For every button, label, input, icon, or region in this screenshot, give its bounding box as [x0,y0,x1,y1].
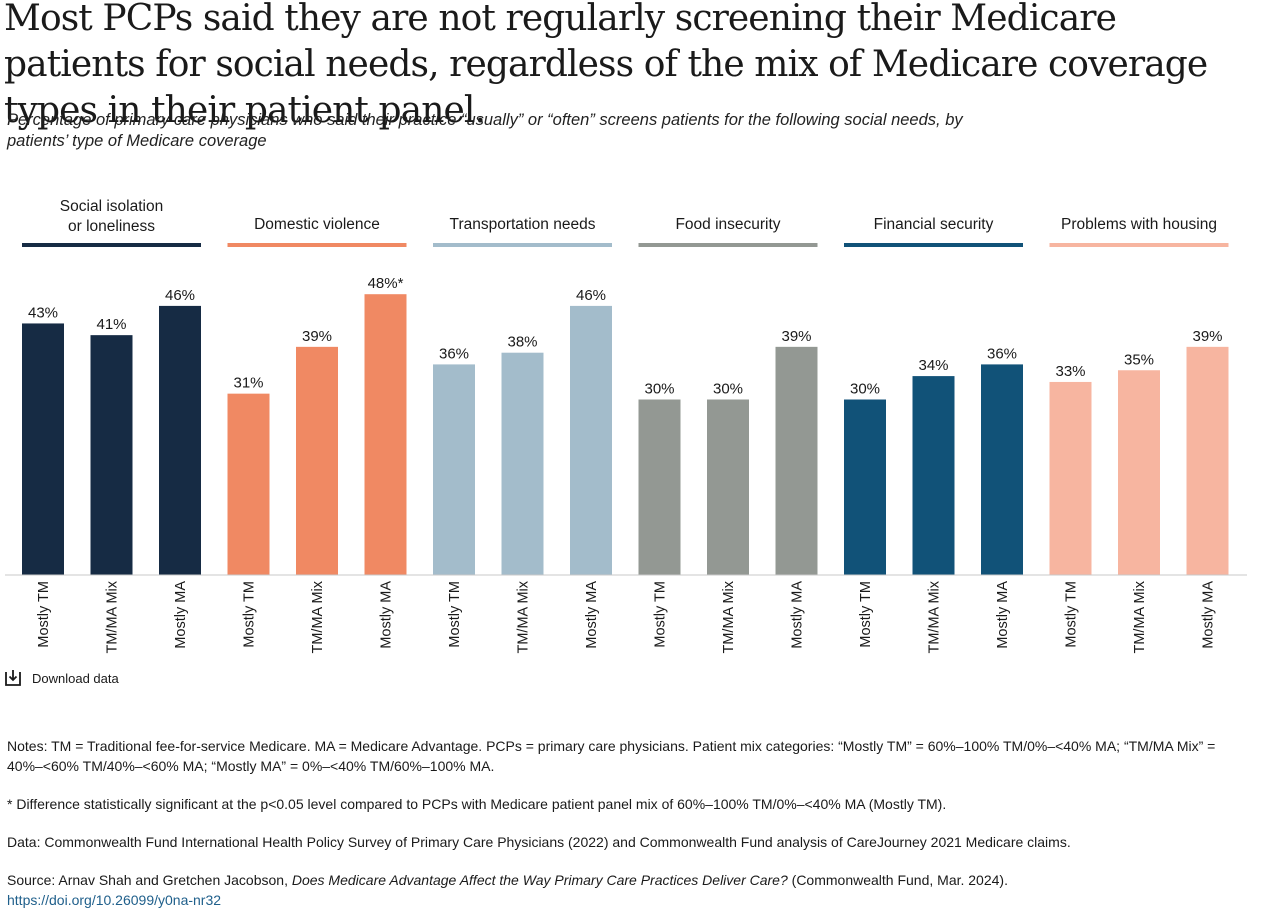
data-label: 41% [96,316,126,333]
x-tick-label: Mostly MA [173,581,189,649]
data-label: 46% [165,287,195,304]
x-tick-label: TM/MA Mix [310,580,326,653]
data-label: 34% [918,357,948,374]
group-label: Financial security [874,216,994,233]
x-tick-label: Mostly TM [1064,581,1080,648]
data-label: 39% [302,328,332,345]
group-label: Transportation needs [450,216,596,233]
bar [844,399,886,575]
source-citation: Source: Arnav Shah and Gretchen Jacobson… [7,870,1247,910]
source-prefix: Source: Arnav Shah and Gretchen Jacobson… [7,872,292,888]
data-label: 30% [850,381,880,398]
bar [159,305,201,575]
download-label: Download data [32,670,119,686]
source-suffix: (Commonwealth Fund, Mar. 2024). [787,872,1008,888]
bar-chart: Social isolation or loneliness 43% Mostly T… [5,198,1247,654]
bar [1186,346,1229,575]
notes: Notes: TM = Traditional fee-for-service … [7,738,1216,774]
data-label: 36% [439,345,469,362]
x-tick-label: Mostly TM [447,581,463,648]
x-tick-label: Mostly MA [790,581,806,649]
doi-link[interactable]: https://doi.org/10.26099/y0na-nr32 [7,892,222,908]
x-tick-label: Mostly MA [379,581,395,649]
bar [501,352,544,575]
group-header-rule [1049,243,1229,247]
chart-subtitle: Percentage of primary care physicians wh… [7,111,963,150]
bar [1049,381,1092,575]
x-tick-label: TM/MA Mix [927,580,943,653]
data-label: 48%* [368,275,404,292]
x-tick-label: TM/MA Mix [516,580,532,653]
x-tick-label: TM/MA Mix [1132,580,1148,653]
bar [364,294,407,575]
x-tick-label: Mostly TM [242,581,258,648]
data-label: 30% [713,381,743,398]
x-tick-label: Mostly MA [584,581,600,649]
source-title: Does Medicare Advantage Affect the Way P… [291,872,788,888]
data-label: 33% [1055,363,1085,380]
data-label: 43% [28,304,58,321]
bar [912,376,955,575]
group-label: Domestic violence [254,216,380,233]
bar [296,346,338,575]
data-label: 38% [507,334,537,351]
data-label: 36% [987,345,1017,362]
data-label: 31% [233,375,263,392]
x-tick-label: TM/MA Mix [105,580,121,653]
download-data-button[interactable]: Download data [4,669,119,687]
bar [1118,370,1160,575]
group-header-rule [22,243,201,247]
x-tick-label: Mostly TM [653,581,669,648]
x-tick-label: Mostly MA [995,581,1011,649]
group-label: or loneliness [68,218,155,235]
chart-title: Most PCPs said they are not regularly sc… [4,0,1208,131]
x-tick-label: Mostly TM [858,581,874,648]
group-header-rule [844,243,1023,247]
data-label: 35% [1124,351,1154,368]
bar [90,335,133,575]
bar [981,364,1023,575]
x-tick-label: Mostly MA [1201,581,1217,649]
bar [227,393,270,575]
bar [570,305,612,575]
group-label: Food insecurity [675,216,780,233]
bar [775,346,818,575]
data-label: 39% [781,328,811,345]
bar [22,323,64,575]
significance-footnote: * Difference statistically significant a… [7,796,947,812]
group-header-rule [638,243,818,247]
group-label: Social isolation [60,198,163,215]
download-icon [4,669,22,687]
group-label: Problems with housing [1061,216,1217,233]
bar [707,399,749,575]
group-header-rule [227,243,407,247]
bar [433,364,475,575]
x-tick-label: TM/MA Mix [721,580,737,653]
x-tick-label: Mostly TM [36,581,52,648]
group-header-rule [433,243,612,247]
bar [638,399,681,575]
data-label: 30% [644,381,674,398]
data-source: Data: Commonwealth Fund International He… [7,834,1071,850]
data-label: 46% [576,287,606,304]
data-label: 39% [1192,328,1222,345]
